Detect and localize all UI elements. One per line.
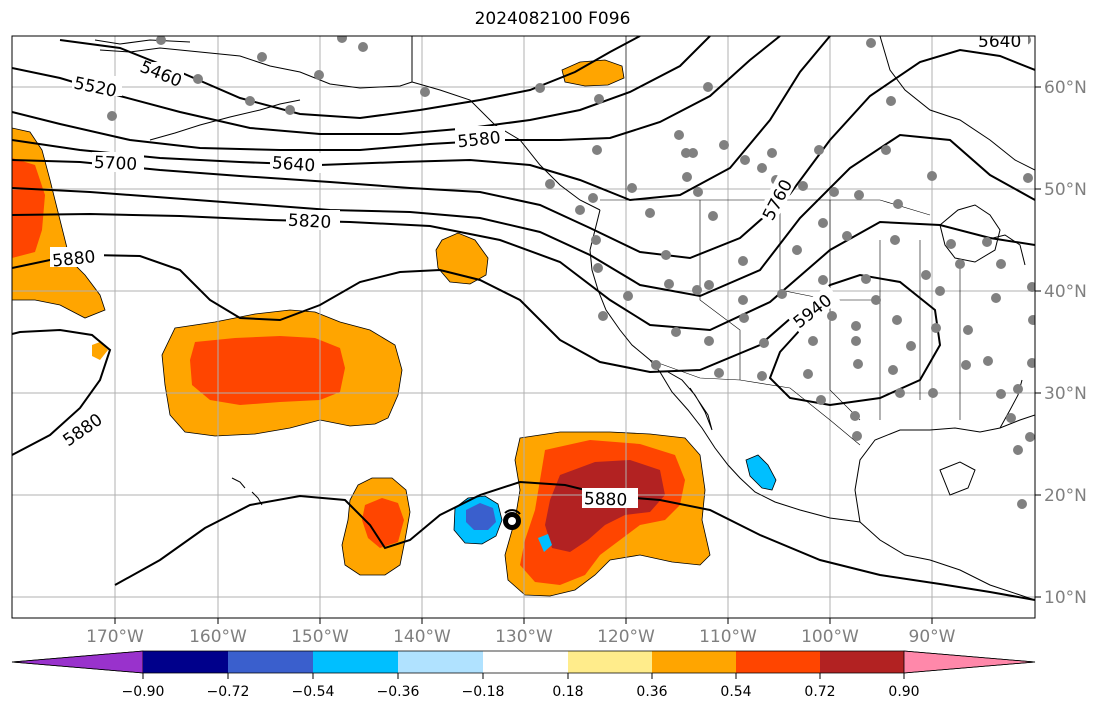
contour-label-5640-east: 5640 xyxy=(978,32,1021,52)
lon-label-150w: 150°W xyxy=(291,627,349,647)
colorbar-swatch-min xyxy=(11,650,144,674)
latitude-labels: 60°N 50°N 40°N 30°N 20°N 10°N xyxy=(1044,78,1087,608)
lon-label-110w: 110°W xyxy=(699,627,757,647)
colorbar-swatch xyxy=(398,651,483,673)
colorbar-tick-label: −0.54 xyxy=(292,684,335,700)
colorbar-swatch xyxy=(736,651,820,673)
anomaly-area-central-pacific-core xyxy=(190,336,345,405)
contour-label-5700: 5700 xyxy=(93,153,137,175)
contour-5820 xyxy=(12,212,1035,332)
contour-5580 xyxy=(12,36,781,151)
contour-5880-south xyxy=(12,328,112,456)
lat-label-20n: 20°N xyxy=(1044,486,1087,506)
colorbar-tick-label: 0.54 xyxy=(720,684,751,700)
lat-label-10n: 10°N xyxy=(1044,588,1087,608)
lon-label-100w: 100°W xyxy=(801,627,859,647)
anomaly-area-negative-mexico xyxy=(745,454,777,491)
lon-label-90w: 90°W xyxy=(909,627,956,647)
colorbar-tick-label: 0.36 xyxy=(636,684,667,700)
contour-label-5580: 5580 xyxy=(456,128,501,152)
lon-label-140w: 140°W xyxy=(393,627,451,647)
colorbar-tick-label: −0.18 xyxy=(462,684,505,700)
lon-label-160w: 160°W xyxy=(189,627,247,647)
lon-label-130w: 130°W xyxy=(495,627,553,647)
lat-label-60n: 60°N xyxy=(1044,78,1087,98)
colorbar-swatch xyxy=(313,651,398,673)
contour-5880-north xyxy=(12,253,942,407)
colorbar-tick-label: −0.36 xyxy=(377,684,420,700)
axis-ticks xyxy=(114,86,1041,624)
colorbar-tick-label: −0.90 xyxy=(122,684,165,700)
contour-5880-tropical xyxy=(114,480,1035,601)
colorbar-tick-label: 0.90 xyxy=(888,684,919,700)
coastlines xyxy=(94,36,1035,601)
lon-label-120w: 120°W xyxy=(597,627,655,647)
lat-label-50n: 50°N xyxy=(1044,180,1087,200)
colorbar-swatch xyxy=(820,651,904,673)
contour-5640 xyxy=(12,36,831,202)
lon-label-170w: 170°W xyxy=(86,627,144,647)
contour-5700 xyxy=(12,48,1035,260)
anomaly-area-hawaii-core xyxy=(362,498,404,548)
anomaly-area-small-west xyxy=(92,342,108,360)
colorbar-swatch xyxy=(568,651,652,673)
longitude-labels: 170°W 160°W 150°W 140°W 130°W 120°W 110°… xyxy=(86,627,956,647)
colorbar-swatch xyxy=(143,651,228,673)
anomaly-area-alaska xyxy=(561,59,625,87)
cyclone-symbol xyxy=(503,509,521,530)
anomaly-area-negative-cyclone-core xyxy=(466,503,496,530)
colorbar-tick-label: 0.18 xyxy=(552,684,583,700)
contour-5760 xyxy=(12,133,1035,298)
contour-label-5820: 5820 xyxy=(287,211,331,233)
colorbar-swatch xyxy=(483,651,568,673)
station-dots xyxy=(107,36,1035,509)
lat-label-40n: 40°N xyxy=(1044,282,1087,302)
colorbar-swatch xyxy=(228,651,313,673)
contour-label-5880-north: 5880 xyxy=(51,247,96,271)
contour-label-5880-tropical: 5880 xyxy=(584,489,628,510)
anomaly-fill-layer xyxy=(12,59,777,597)
anomaly-area-west-edge-core xyxy=(12,158,45,258)
colorbar-swatch-max xyxy=(903,650,1036,674)
colorbar-tick-label: 0.72 xyxy=(804,684,835,700)
lat-label-30n: 30°N xyxy=(1044,384,1087,404)
colorbar-swatch xyxy=(652,651,736,673)
anomaly-area-eastern-pacific-blue xyxy=(538,534,552,552)
map-title: 2024082100 F096 xyxy=(474,9,631,29)
colorbar-tick-label: −0.72 xyxy=(207,684,250,700)
colorbar: −0.90 −0.72 −0.54 −0.36 −0.18 0.18 0.36 … xyxy=(11,650,1036,700)
contour-label-5640: 5640 xyxy=(271,153,316,176)
graticule xyxy=(12,36,1035,618)
